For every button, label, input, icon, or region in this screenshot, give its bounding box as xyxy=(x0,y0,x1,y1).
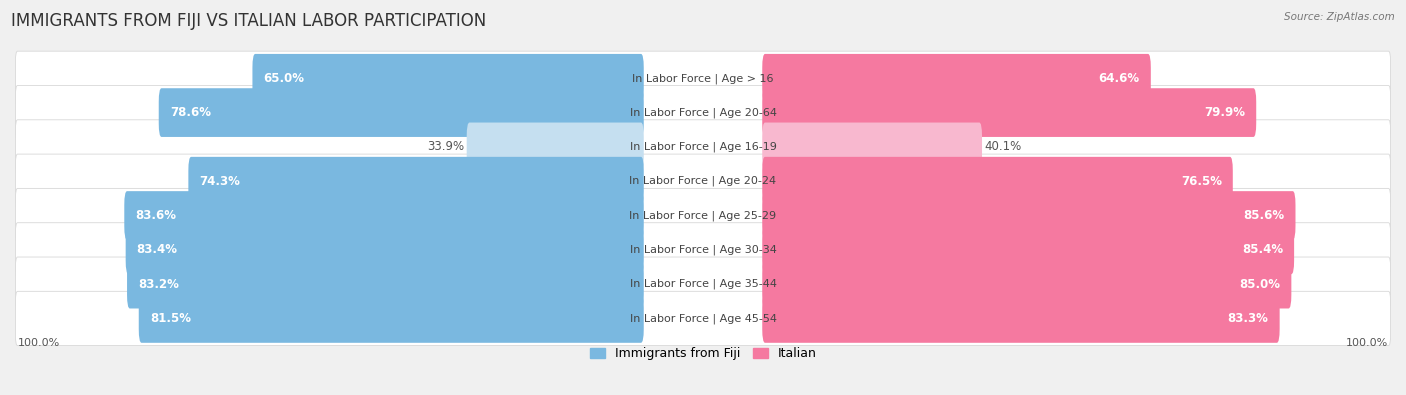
FancyBboxPatch shape xyxy=(762,260,1291,308)
FancyBboxPatch shape xyxy=(762,88,1256,137)
Text: In Labor Force | Age 35-44: In Labor Force | Age 35-44 xyxy=(630,279,776,290)
Text: Source: ZipAtlas.com: Source: ZipAtlas.com xyxy=(1284,12,1395,22)
Text: In Labor Force | Age 16-19: In Labor Force | Age 16-19 xyxy=(630,142,776,152)
FancyBboxPatch shape xyxy=(125,226,644,274)
FancyBboxPatch shape xyxy=(188,157,644,205)
FancyBboxPatch shape xyxy=(15,154,1391,208)
FancyBboxPatch shape xyxy=(15,51,1391,105)
Text: 85.4%: 85.4% xyxy=(1241,243,1284,256)
FancyBboxPatch shape xyxy=(762,157,1233,205)
Text: In Labor Force | Age 30-34: In Labor Force | Age 30-34 xyxy=(630,245,776,255)
Text: In Labor Force | Age 20-24: In Labor Force | Age 20-24 xyxy=(630,176,776,186)
Text: 65.0%: 65.0% xyxy=(263,72,305,85)
FancyBboxPatch shape xyxy=(15,120,1391,174)
FancyBboxPatch shape xyxy=(15,223,1391,277)
Text: IMMIGRANTS FROM FIJI VS ITALIAN LABOR PARTICIPATION: IMMIGRANTS FROM FIJI VS ITALIAN LABOR PA… xyxy=(11,12,486,30)
FancyBboxPatch shape xyxy=(15,85,1391,140)
FancyBboxPatch shape xyxy=(15,188,1391,243)
Text: In Labor Force | Age 20-64: In Labor Force | Age 20-64 xyxy=(630,107,776,118)
Text: 83.2%: 83.2% xyxy=(138,278,179,291)
Text: 74.3%: 74.3% xyxy=(200,175,240,188)
Text: 81.5%: 81.5% xyxy=(150,312,191,325)
FancyBboxPatch shape xyxy=(762,294,1279,343)
Legend: Immigrants from Fiji, Italian: Immigrants from Fiji, Italian xyxy=(585,342,821,365)
FancyBboxPatch shape xyxy=(15,292,1391,346)
FancyBboxPatch shape xyxy=(15,257,1391,311)
Text: In Labor Force | Age 25-29: In Labor Force | Age 25-29 xyxy=(630,210,776,221)
FancyBboxPatch shape xyxy=(139,294,644,343)
FancyBboxPatch shape xyxy=(159,88,644,137)
Text: 100.0%: 100.0% xyxy=(17,338,59,348)
Text: 33.9%: 33.9% xyxy=(427,140,464,153)
FancyBboxPatch shape xyxy=(762,226,1294,274)
FancyBboxPatch shape xyxy=(762,122,981,171)
FancyBboxPatch shape xyxy=(253,54,644,103)
FancyBboxPatch shape xyxy=(127,260,644,308)
Text: 83.3%: 83.3% xyxy=(1227,312,1268,325)
Text: 79.9%: 79.9% xyxy=(1204,106,1246,119)
Text: 100.0%: 100.0% xyxy=(1347,338,1389,348)
Text: 85.6%: 85.6% xyxy=(1243,209,1285,222)
Text: In Labor Force | Age 45-54: In Labor Force | Age 45-54 xyxy=(630,313,776,324)
Text: 85.0%: 85.0% xyxy=(1239,278,1281,291)
FancyBboxPatch shape xyxy=(762,191,1295,240)
FancyBboxPatch shape xyxy=(467,122,644,171)
FancyBboxPatch shape xyxy=(762,54,1150,103)
Text: 76.5%: 76.5% xyxy=(1181,175,1222,188)
Text: 64.6%: 64.6% xyxy=(1098,72,1140,85)
Text: In Labor Force | Age > 16: In Labor Force | Age > 16 xyxy=(633,73,773,83)
Text: 78.6%: 78.6% xyxy=(170,106,211,119)
Text: 83.4%: 83.4% xyxy=(136,243,177,256)
FancyBboxPatch shape xyxy=(124,191,644,240)
Text: 83.6%: 83.6% xyxy=(135,209,176,222)
Text: 40.1%: 40.1% xyxy=(984,140,1022,153)
